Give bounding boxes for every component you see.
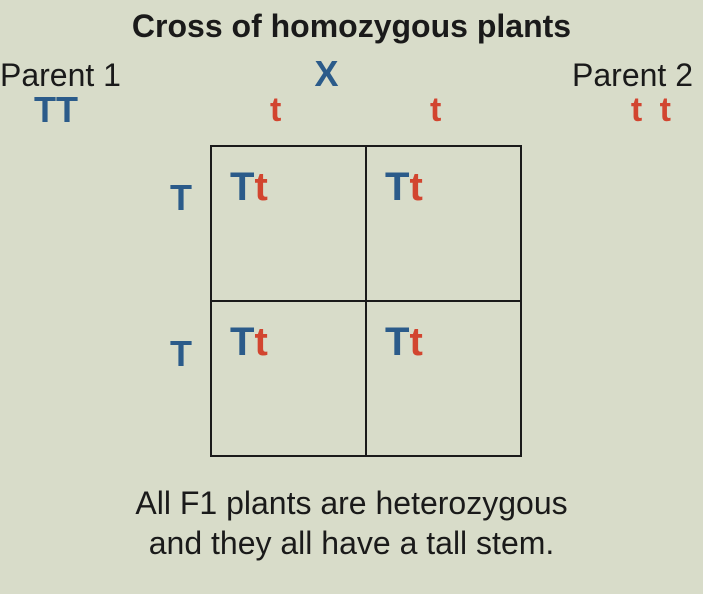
- parents-row: Parent 1 X Parent 2: [0, 45, 703, 95]
- recessive-allele: t: [409, 165, 422, 209]
- parent1-genotype: TT: [34, 89, 78, 131]
- punnett-cell: Tt: [366, 146, 521, 301]
- recessive-allele: t: [254, 165, 267, 209]
- dominant-allele: T: [230, 320, 254, 364]
- punnett-cell: Tt: [366, 301, 521, 456]
- column-allele-1: t: [270, 91, 281, 130]
- recessive-allele: t: [409, 320, 422, 364]
- diagram-title: Cross of homozygous plants: [0, 0, 703, 45]
- cross-symbol: X: [314, 53, 338, 95]
- punnett-cell: Tt: [211, 146, 366, 301]
- punnett-row: Tt Tt: [211, 146, 521, 301]
- punnett-area: T T Tt Tt Tt Tt: [0, 135, 703, 475]
- column-allele-2: t: [430, 91, 441, 130]
- punnett-row: Tt Tt: [211, 301, 521, 456]
- parent2-label: Parent 2: [572, 57, 693, 94]
- row-allele-1: T: [170, 177, 192, 219]
- dominant-allele: T: [230, 165, 254, 209]
- row-allele-2: T: [170, 333, 192, 375]
- punnett-square: Tt Tt Tt Tt: [210, 145, 522, 457]
- caption-line-1: All F1 plants are heterozygous: [135, 485, 567, 521]
- recessive-allele: t: [254, 320, 267, 364]
- parent2-genotype: t t: [631, 91, 675, 130]
- genotypes-row: TT t t t t: [0, 95, 703, 135]
- caption-line-2: and they all have a tall stem.: [149, 525, 555, 561]
- dominant-allele: T: [385, 165, 409, 209]
- dominant-allele: T: [385, 320, 409, 364]
- punnett-cell: Tt: [211, 301, 366, 456]
- caption: All F1 plants are heterozygous and they …: [0, 483, 703, 563]
